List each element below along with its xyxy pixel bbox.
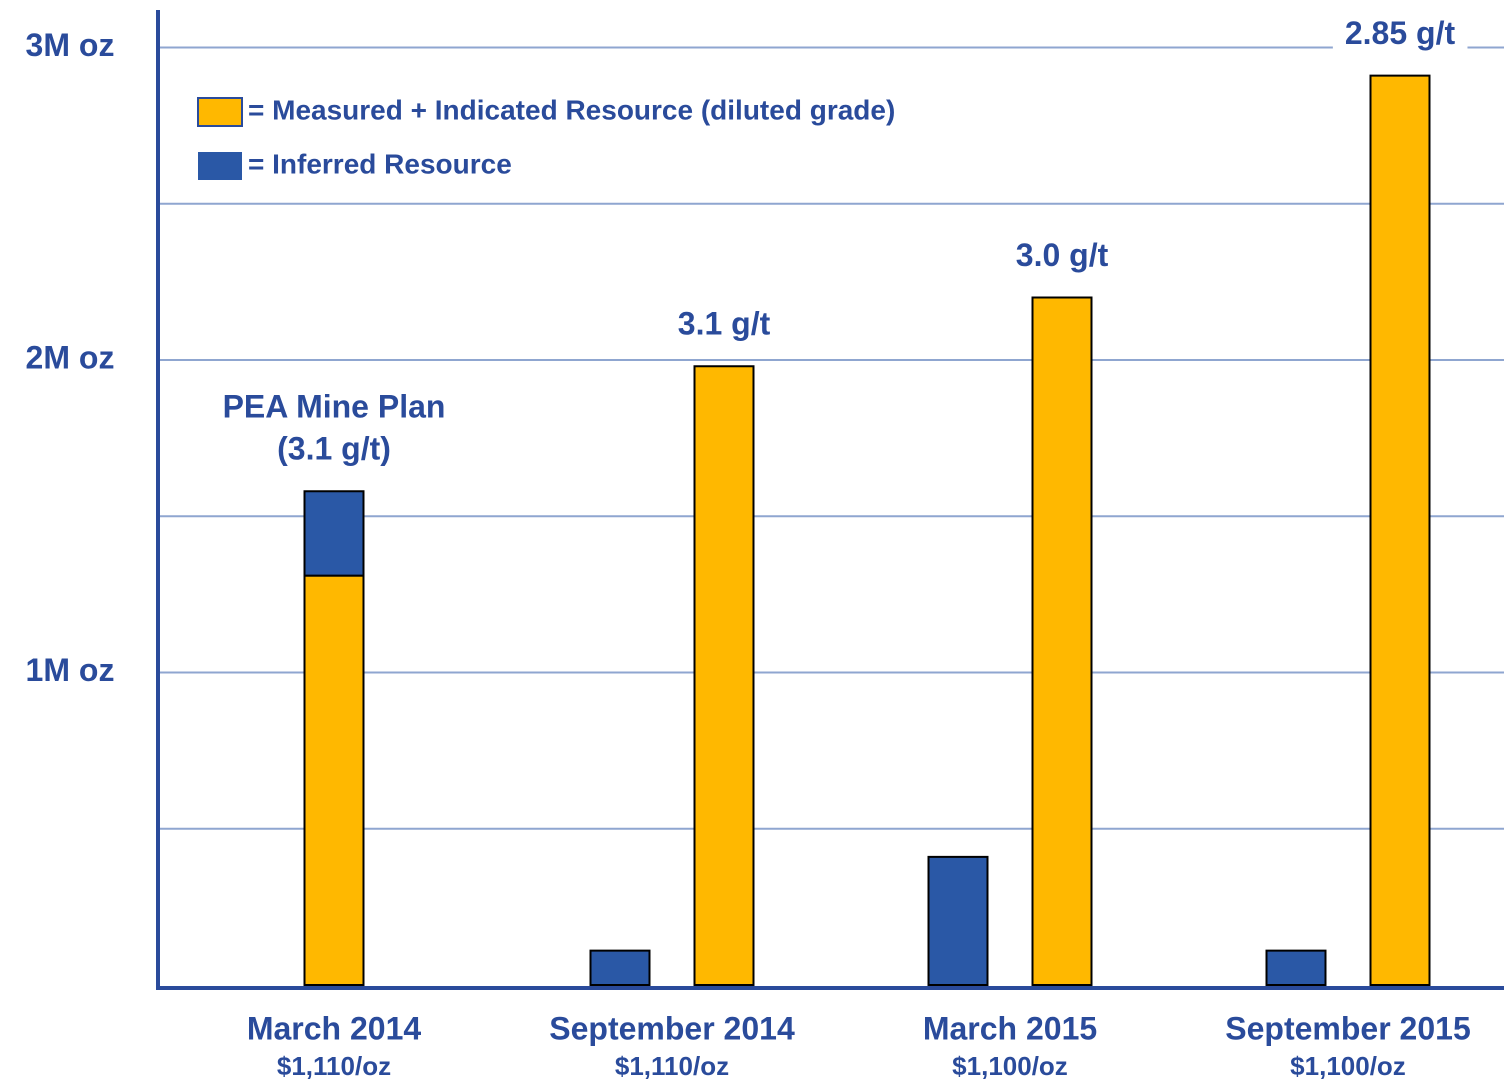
y-tick-label: 3M oz xyxy=(26,27,115,63)
annotation-bg xyxy=(1332,15,1468,52)
legend-label: = Measured + Indicated Resource (diluted… xyxy=(248,94,895,125)
y-tick-label: 2M oz xyxy=(26,339,115,375)
x-tick-sublabel: $1,100/oz xyxy=(1290,1051,1406,1081)
x-tick-label: March 2015 xyxy=(923,1010,1097,1046)
annotation-bg xyxy=(210,388,458,425)
x-tick-sublabel: $1,110/oz xyxy=(615,1051,729,1081)
annotation: 3.0 g/t xyxy=(1016,237,1109,273)
bar xyxy=(303,574,365,986)
legend-swatch xyxy=(198,152,242,180)
annotation: 2.85 g/t xyxy=(1345,15,1456,51)
bar xyxy=(303,490,365,577)
x-tick-label: September 2014 xyxy=(549,1010,795,1046)
annotation-bg xyxy=(1003,236,1121,273)
annotation-bg xyxy=(265,430,403,467)
y-tick-label: 1M oz xyxy=(26,652,115,688)
bar xyxy=(927,855,989,986)
annotation: PEA Mine Plan xyxy=(223,389,446,425)
bar xyxy=(589,949,651,986)
annotation-bg xyxy=(665,305,783,342)
x-tick-sublabel: $1,100/oz xyxy=(952,1051,1068,1081)
bar xyxy=(693,365,755,986)
annotation: (3.1 g/t) xyxy=(277,431,391,467)
bar xyxy=(1369,74,1431,986)
annotation: 3.1 g/t xyxy=(678,306,771,342)
x-tick-label: March 2014 xyxy=(247,1010,422,1046)
legend-swatch xyxy=(197,97,243,127)
x-tick-label: September 2015 xyxy=(1225,1010,1470,1046)
bar xyxy=(1031,296,1093,986)
x-tick-sublabel: $1,110/oz xyxy=(277,1051,391,1081)
bar xyxy=(1265,949,1327,986)
legend-label: = Inferred Resource xyxy=(248,148,512,179)
